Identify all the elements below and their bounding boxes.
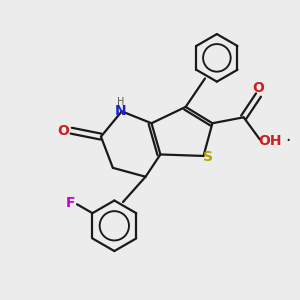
Text: OH: OH: [259, 134, 282, 148]
Text: H: H: [117, 97, 124, 107]
Text: S: S: [203, 149, 213, 164]
Text: O: O: [253, 81, 264, 94]
Text: F: F: [66, 196, 75, 210]
Text: O: O: [57, 124, 69, 138]
Text: ·: ·: [286, 132, 291, 150]
Text: N: N: [115, 104, 126, 118]
